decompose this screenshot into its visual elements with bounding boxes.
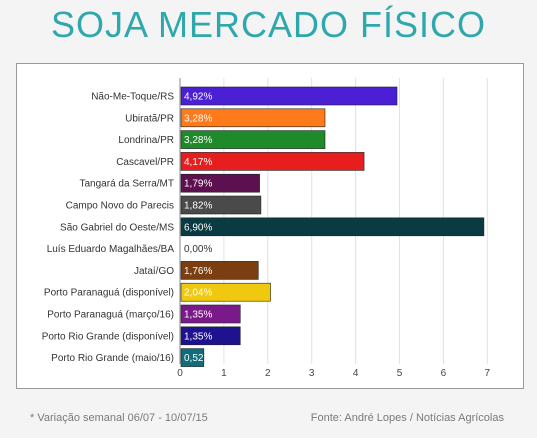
data-label: 0,52 bbox=[184, 353, 204, 364]
data-label: 6,90% bbox=[184, 222, 212, 233]
x-tick-label: 2 bbox=[265, 368, 271, 379]
data-label: 4,17% bbox=[184, 157, 212, 168]
bar bbox=[180, 173, 260, 193]
category-label: Porto Paranaguá (março/16) bbox=[47, 310, 174, 321]
data-label: 3,28% bbox=[184, 113, 212, 124]
bar bbox=[180, 326, 241, 346]
bar bbox=[180, 108, 326, 128]
category-label: São Gabriel do Oeste/MS bbox=[60, 222, 174, 233]
category-label: Campo Novo do Parecis bbox=[66, 201, 174, 212]
bar bbox=[180, 86, 398, 106]
data-label: 4,92% bbox=[184, 92, 212, 103]
category-label: Cascavel/PR bbox=[116, 157, 174, 168]
x-tick-label: 4 bbox=[353, 368, 359, 379]
data-label: 3,28% bbox=[184, 135, 212, 146]
category-label: Jataí/GO bbox=[134, 266, 174, 277]
category-label: Porto Paranaguá (disponível) bbox=[44, 288, 174, 299]
category-label: Porto Rio Grande (maio/16) bbox=[51, 353, 174, 364]
chart-panel: 0 1 2 3 4 5 6 7 Não-Me-Toque/RS 4,92% Ubiratã/PR 3,… bbox=[16, 63, 524, 389]
bar bbox=[180, 348, 205, 367]
x-tick-label: 7 bbox=[485, 368, 491, 379]
category-label: Tangará da Serra/MT bbox=[80, 179, 175, 190]
data-label: 0,00% bbox=[184, 244, 212, 255]
bar bbox=[180, 304, 241, 324]
data-label: 1,35% bbox=[184, 331, 212, 342]
bar bbox=[180, 195, 262, 215]
category-label: Porto Rio Grande (disponível) bbox=[42, 331, 174, 342]
data-label: 1,82% bbox=[184, 201, 212, 212]
x-tick-label: 5 bbox=[397, 368, 403, 379]
x-tick-label: 1 bbox=[221, 368, 227, 379]
bar bbox=[180, 152, 365, 171]
bar bbox=[180, 282, 271, 302]
category-label: Luís Eduardo Magalhães/BA bbox=[47, 244, 175, 255]
data-label: 2,04% bbox=[184, 288, 212, 299]
bar-chart: 0 1 2 3 4 5 6 7 Não-Me-Toque/RS 4,92% Ubiratã/PR 3,… bbox=[42, 78, 491, 379]
footnote: * Variação semanal 06/07 - 10/07/15 bbox=[30, 412, 208, 424]
data-label: 1,35% bbox=[184, 310, 212, 321]
x-tick-label: 6 bbox=[441, 368, 447, 379]
bar bbox=[180, 217, 485, 237]
x-tick-label: 0 bbox=[177, 368, 183, 379]
data-label: 1,79% bbox=[184, 179, 212, 190]
category-label: Não-Me-Toque/RS bbox=[91, 92, 174, 103]
data-label: 1,76% bbox=[184, 266, 212, 277]
category-label: Londrina/PR bbox=[118, 135, 174, 146]
bar bbox=[180, 261, 259, 280]
x-tick-label: 3 bbox=[309, 368, 315, 379]
source-credit: Fonte: André Lopes / Notícias Agrícolas bbox=[310, 412, 504, 424]
page-title: SOJA MERCADO FÍSICO bbox=[50, 4, 487, 45]
bar bbox=[180, 130, 326, 149]
category-label: Ubiratã/PR bbox=[125, 113, 174, 124]
